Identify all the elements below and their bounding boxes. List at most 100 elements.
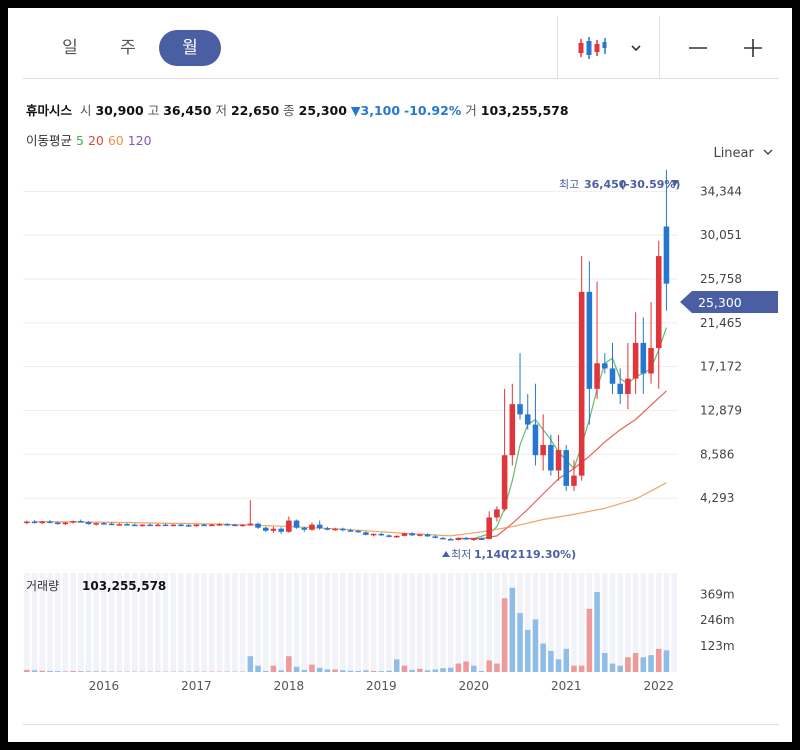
- low-marker-label: 최저: [451, 548, 471, 561]
- volume-stripe: [193, 573, 200, 672]
- volume-stripe: [255, 573, 261, 672]
- volume-stripe: [147, 573, 153, 672]
- volume-stripe: [62, 573, 69, 672]
- volume-label: 거: [465, 103, 477, 118]
- candle-body: [540, 445, 546, 456]
- candle-body: [602, 363, 608, 369]
- volume-stripe: [201, 573, 207, 672]
- volume-stripe: [332, 573, 338, 672]
- volume-bar: [432, 669, 439, 672]
- candle-body: [147, 524, 153, 527]
- moving-average-legend[interactable]: 이동평균 5 20 60 120: [26, 130, 152, 149]
- candle-body: [324, 528, 331, 530]
- volume-bar: [70, 670, 76, 672]
- candle-body: [293, 520, 300, 528]
- candle-body: [555, 450, 562, 471]
- volume-bar: [486, 660, 492, 672]
- candle-body: [301, 527, 308, 530]
- zoom-in-button[interactable]: [741, 36, 765, 60]
- volume-stripe: [609, 573, 616, 672]
- volume-stripe: [247, 573, 254, 672]
- tab-month[interactable]: 월: [159, 30, 221, 66]
- volume-bar: [247, 656, 254, 672]
- volume-stripe: [216, 573, 223, 672]
- candle-body: [170, 524, 177, 527]
- stock-name: 휴마시스: [26, 103, 73, 118]
- volume-bar: [370, 670, 377, 672]
- price-tick-label: 21,465: [700, 316, 742, 330]
- open-label: 시: [79, 103, 92, 118]
- low-marker-percent: (2119.30%): [505, 548, 576, 561]
- footer-divider: [23, 724, 779, 725]
- scale-selector[interactable]: Linear: [713, 146, 774, 161]
- volume-stripe: [578, 573, 585, 672]
- volume-bar: [494, 663, 500, 672]
- volume-bar: [278, 670, 284, 672]
- volume-bar: [401, 665, 408, 672]
- x-axis-label: 2019: [366, 679, 397, 693]
- candle-body: [409, 533, 415, 536]
- volume-stripe: [409, 573, 415, 672]
- volume-stripe: [363, 573, 369, 672]
- volume-bar: [355, 670, 361, 672]
- volume-stripe: [602, 573, 608, 672]
- chart-window: 일 주 월 휴마시스 시 30,900 고 36,450: [8, 8, 792, 742]
- low-marker-arrow: [442, 551, 450, 557]
- volume-stripe: [532, 573, 539, 672]
- volume-stripe: [162, 573, 169, 672]
- volume-stripe: [85, 573, 92, 672]
- price-tick-label: 30,051: [700, 228, 742, 242]
- volume-stripe: [617, 573, 623, 672]
- volume-stripe: [93, 573, 99, 672]
- x-axis-label: 2021: [551, 679, 582, 693]
- volume-stripe: [347, 573, 354, 672]
- volume-stripe: [655, 573, 662, 672]
- volume-stripe: [378, 573, 385, 672]
- toolbar-divider: [557, 16, 558, 78]
- high-marker-percent: (-30.59%): [620, 178, 680, 191]
- price-tick-label: 4,293: [700, 491, 734, 505]
- volume-stripe: [124, 573, 130, 672]
- volume-stripe: [101, 573, 107, 672]
- volume-stripe: [355, 573, 361, 672]
- volume-stripe: [340, 573, 346, 672]
- tab-day[interactable]: 일: [62, 38, 78, 58]
- candle-body: [640, 342, 647, 374]
- volume-bar: [501, 598, 508, 672]
- candle-body: [347, 530, 354, 532]
- volume-stripe: [170, 573, 177, 672]
- volume-stripe: [316, 573, 323, 672]
- volume-stripe: [185, 573, 192, 672]
- volume-bar: [78, 671, 84, 672]
- volume-bar: [39, 670, 46, 672]
- volume-bar: [424, 670, 431, 672]
- volume-stripe: [571, 573, 577, 672]
- current-price-tag: 25,300: [680, 291, 778, 313]
- volume-bar: [578, 665, 585, 672]
- volume-bar: [286, 656, 292, 672]
- volume-stripe: [178, 573, 184, 672]
- candle-body: [501, 455, 508, 510]
- candle-body: [548, 445, 554, 471]
- candle-body: [455, 537, 462, 540]
- volume-bar: [347, 670, 354, 672]
- candle-body: [108, 523, 115, 526]
- price-tick-label: 12,879: [700, 403, 742, 417]
- volume-bar: [648, 655, 654, 672]
- volume-bar: [555, 659, 562, 672]
- candle-body: [178, 524, 184, 527]
- candle-body: [309, 524, 315, 530]
- candle-body: [316, 524, 323, 529]
- chart-type-button[interactable]: [576, 34, 641, 62]
- zoom-out-button[interactable]: [686, 36, 710, 60]
- volume-bar: [632, 653, 639, 672]
- price-summary: 휴마시스 시 30,900 고 36,450 저 22,650 종 25,300…: [26, 100, 569, 119]
- candle-body: [201, 524, 207, 527]
- candle-body: [54, 522, 61, 525]
- candle-body: [39, 521, 46, 524]
- volume-bar: [54, 671, 61, 672]
- tab-week[interactable]: 주: [120, 38, 136, 58]
- candle-body: [386, 535, 392, 537]
- candle-body: [93, 523, 99, 525]
- change-percent: -10.92%: [404, 103, 462, 118]
